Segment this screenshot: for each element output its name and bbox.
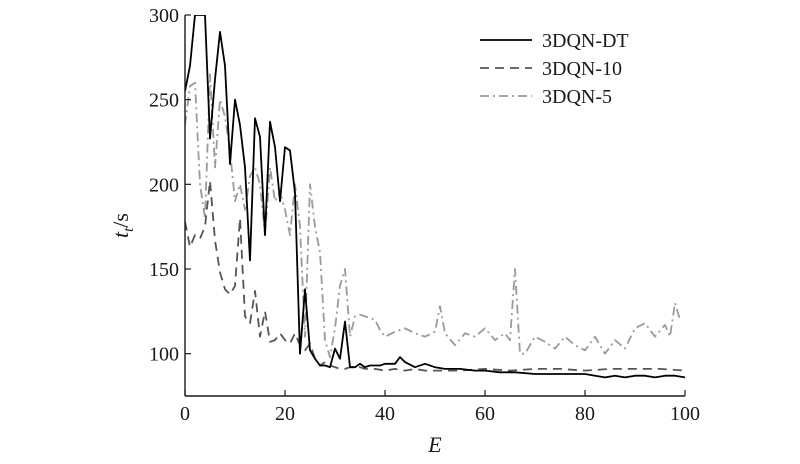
legend-label: 3DQN-5 (542, 86, 612, 108)
x-tick-label: 40 (375, 403, 395, 425)
series-line-3dqn-dt (185, 15, 685, 379)
y-axis-title: tt/s (108, 213, 137, 238)
axis-ticks: 0 20 40 60 80 100 100 150 200 250 300 (149, 5, 700, 425)
x-tick-label: 60 (475, 403, 495, 425)
x-tick-label: 100 (670, 403, 700, 425)
x-axis-title: E (427, 432, 442, 457)
x-tick-label: 0 (180, 403, 190, 425)
axes (184, 15, 685, 397)
axis-titles: E tt/s (108, 213, 442, 457)
y-tick-label: 250 (149, 90, 179, 112)
legend-label: 3DQN-DT (542, 30, 629, 52)
y-axis-title-subscript: t (121, 227, 137, 232)
legend: 3DQN-DT 3DQN-10 3DQN-5 (480, 30, 629, 108)
y-axis-title-unit: /s (108, 213, 133, 228)
y-tick-label: 150 (149, 259, 179, 281)
x-tick-label: 20 (275, 403, 295, 425)
series-line-3dqn-10 (185, 180, 685, 372)
series-line-3dqn-5 (185, 73, 681, 358)
y-axis-title-main: t (108, 231, 133, 238)
x-tick-label: 80 (575, 403, 595, 425)
y-tick-label: 300 (149, 5, 179, 27)
series-lines (185, 15, 685, 379)
y-tick-label: 100 (149, 344, 179, 366)
y-tick-label: 200 (149, 174, 179, 196)
legend-label: 3DQN-10 (542, 58, 622, 80)
